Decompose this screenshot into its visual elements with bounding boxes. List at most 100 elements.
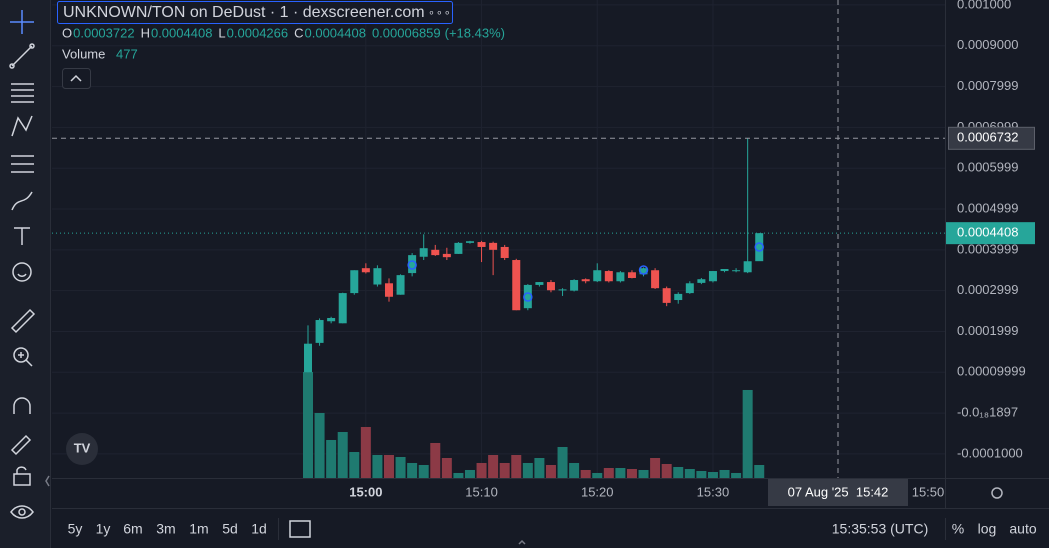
volume-bar [603,467,614,478]
x-tick-label: 15:20 [581,484,614,499]
volume-bar [661,463,672,478]
x-tick-label: 15:00 [349,484,382,499]
ohlc-value: 0.0004408 [151,25,212,40]
candle-body [523,284,532,309]
candle-body [431,249,440,256]
range-button[interactable]: 6m [123,521,142,537]
candle-body [304,343,312,373]
y-tick-label: 0.00009999 [957,364,1026,379]
volume-bar [673,466,684,478]
trade-marker [638,265,649,275]
candle-body [384,283,393,297]
crosshair-price-badge [948,126,1035,150]
candle-body [651,270,660,289]
candle-body [373,268,382,285]
ohlc-key: L [218,25,225,40]
volume-bar [650,457,661,478]
volume-bar [453,472,464,478]
y-tick-label: 0.0009000 [957,37,1018,52]
range-button[interactable]: 1d [251,521,267,537]
chart-title: UNKNOWN/TON on DeDust · 1 · dexscreener.… [63,4,425,21]
volume-bar [349,452,360,478]
range-button[interactable]: 1y [96,521,111,537]
volume-bar [360,426,371,478]
candle-body [581,279,590,282]
x-tick-label: 15:10 [465,484,498,499]
candle-body [674,293,683,301]
candle-body [465,241,474,243]
candle-body [558,289,567,291]
crosshair-time-label: 07 Aug '25 15:42 [788,484,889,499]
candle-body [697,279,706,283]
range-button[interactable]: 5d [222,521,238,537]
volume-bar [511,455,522,478]
candle-body [327,317,336,322]
candle-body [755,233,764,262]
volume-bar [499,462,510,478]
y-tick-label: 0.0004999 [957,200,1018,215]
logo [66,433,98,465]
volume-bar [719,469,730,478]
calendar-icon[interactable] [289,520,311,538]
volume-bar [615,467,626,478]
candle-body [604,271,613,282]
candle-body [662,288,671,303]
scale-option[interactable]: log [978,521,997,537]
scale-option[interactable]: auto [1009,521,1036,537]
candle-body [593,270,602,282]
volume-bar [626,469,637,478]
last-price-label: 0.0004408 [957,225,1018,240]
ohlc-value: 0.0004266 [227,25,288,40]
more-icon[interactable]: ∘∘∘ [428,7,452,19]
y-tick-label: 0.0005999 [957,160,1018,175]
crosshair-price-label: 0.0006732 [957,130,1018,145]
trade-marker [407,260,417,270]
volume-bar [395,456,406,478]
drag-handle[interactable] [518,539,526,545]
range-button[interactable]: 3m [156,521,175,537]
volume-bar [684,469,695,478]
ohlc-legend: O 0.0003722 H 0.0004408 L 0.0004266 C 0.0004408… [62,25,505,40]
candle-body [743,261,752,273]
candle-body [442,253,451,258]
y-tick-label: 0.0007999 [957,78,1018,93]
last-price-badge [946,222,1035,245]
candle-body [454,242,463,254]
settings-icon[interactable] [991,487,1003,499]
tool-icons[interactable] [9,10,50,519]
volume-bar [383,455,394,478]
volume-bar [557,446,568,478]
title-box [57,1,453,24]
candle-body [616,272,625,282]
candle-body [685,283,694,294]
candle-body [315,320,324,343]
x-tick-label: 15:50 [912,484,945,499]
candle-body [361,268,370,273]
volume-bar [592,472,603,478]
plot [303,138,765,478]
candle-body [512,260,521,311]
left-toolbar [0,0,50,548]
volume-bar [418,465,429,478]
y-tick-label: 0.0002999 [957,282,1018,297]
overlay: 0.0010000.00090000.00079990.00069990.000… [52,0,1035,506]
volume-bar [488,455,499,478]
change-value: 0.00006859 [372,25,441,40]
crosshair-time-badge [768,479,908,506]
range-button[interactable]: 5y [68,521,83,537]
candle-body [535,282,544,285]
y-tick-label: 0.0001999 [957,323,1018,338]
volume-bar [638,469,649,478]
volume-bar [464,469,475,478]
candle-body [732,270,741,272]
volume-bar [522,462,533,478]
range-button[interactable]: 1m [189,521,208,537]
volume-bar [742,389,753,478]
x-tick-label: 15:30 [697,484,730,499]
scale-option[interactable]: % [952,521,964,537]
volume-bar [707,472,718,478]
collapse-button[interactable] [62,68,91,89]
volume-bar [534,457,545,478]
